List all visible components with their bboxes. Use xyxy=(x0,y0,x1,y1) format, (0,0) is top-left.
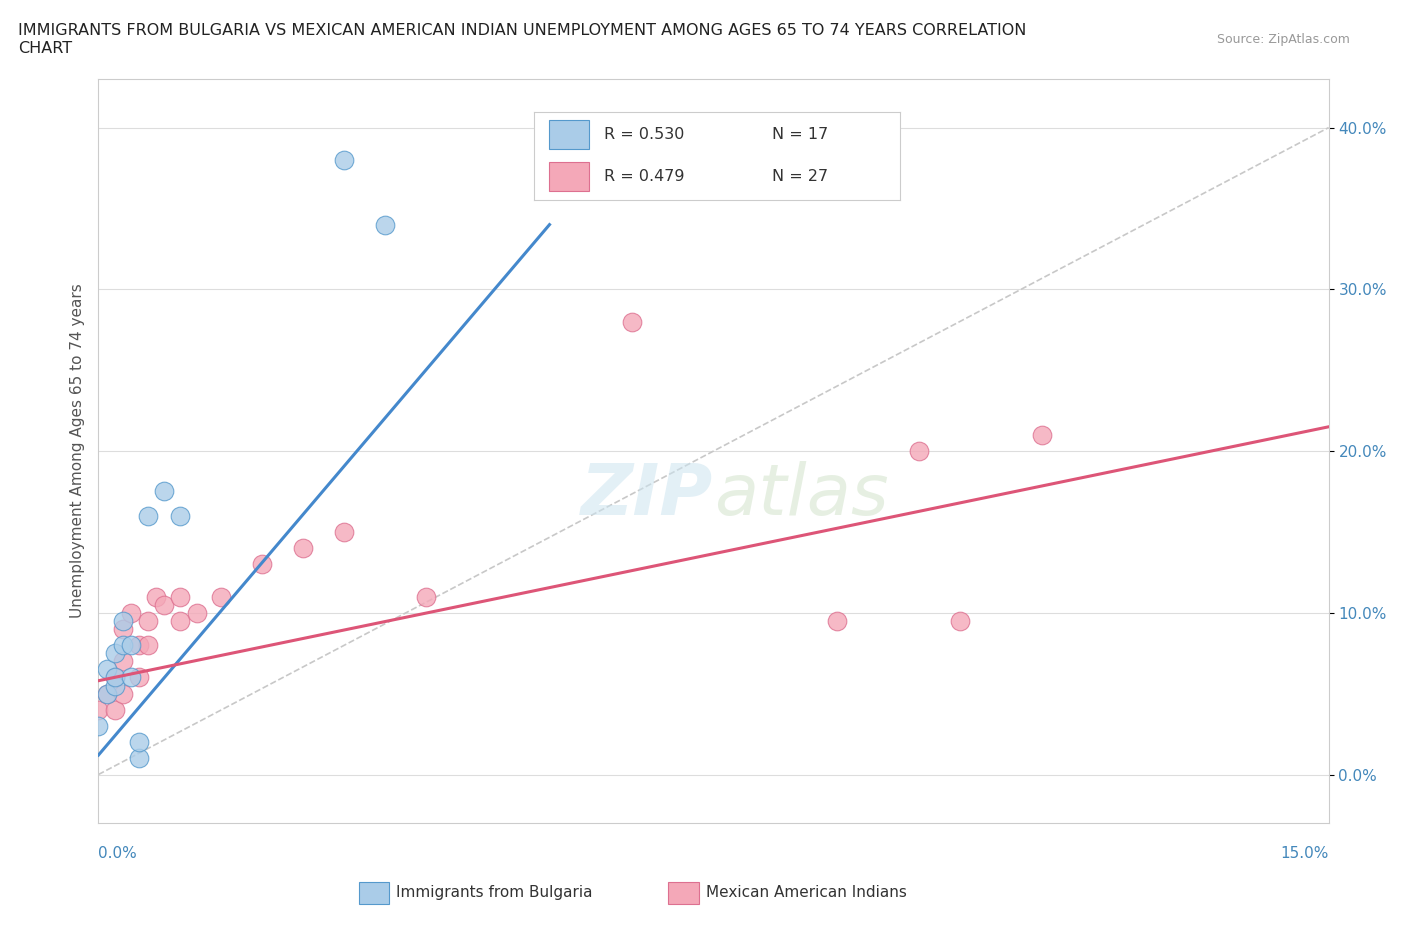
Point xyxy=(169,509,191,524)
Bar xyxy=(548,162,589,192)
Point xyxy=(128,670,150,684)
Text: R = 0.530: R = 0.530 xyxy=(603,126,685,141)
Point xyxy=(1031,428,1053,443)
Point xyxy=(112,621,135,636)
Text: N = 17: N = 17 xyxy=(772,126,828,141)
Text: 15.0%: 15.0% xyxy=(1281,846,1329,861)
Point xyxy=(112,654,135,669)
Point xyxy=(104,670,127,684)
Y-axis label: Unemployment Among Ages 65 to 74 years: Unemployment Among Ages 65 to 74 years xyxy=(69,284,84,618)
Point xyxy=(112,686,135,701)
Point xyxy=(169,614,191,629)
Point xyxy=(120,605,142,620)
Text: ZIP: ZIP xyxy=(581,461,714,530)
Point xyxy=(136,614,159,629)
Text: atlas: atlas xyxy=(714,461,889,530)
Point xyxy=(120,638,142,653)
Point xyxy=(104,702,127,717)
Point xyxy=(333,525,356,539)
Point xyxy=(825,614,848,629)
Point xyxy=(96,686,118,701)
Point xyxy=(112,614,135,629)
Point xyxy=(374,218,396,232)
Point xyxy=(104,645,127,660)
Point xyxy=(112,638,135,653)
Text: R = 0.479: R = 0.479 xyxy=(603,169,685,184)
Text: IMMIGRANTS FROM BULGARIA VS MEXICAN AMERICAN INDIAN UNEMPLOYMENT AMONG AGES 65 T: IMMIGRANTS FROM BULGARIA VS MEXICAN AMER… xyxy=(18,23,1026,56)
Point xyxy=(153,484,176,498)
Point xyxy=(120,670,142,684)
Text: Source: ZipAtlas.com: Source: ZipAtlas.com xyxy=(1216,33,1350,46)
Point xyxy=(252,557,274,572)
Point xyxy=(186,605,208,620)
Point xyxy=(87,702,110,717)
Text: Immigrants from Bulgaria: Immigrants from Bulgaria xyxy=(396,885,593,900)
Point xyxy=(153,597,176,612)
Point xyxy=(333,153,356,167)
Point xyxy=(415,590,437,604)
Point xyxy=(949,614,972,629)
Point xyxy=(96,662,118,677)
Text: Mexican American Indians: Mexican American Indians xyxy=(706,885,907,900)
Bar xyxy=(548,120,589,149)
Point xyxy=(128,638,150,653)
Point xyxy=(145,590,167,604)
Point xyxy=(96,686,118,701)
Point xyxy=(128,735,150,750)
Point xyxy=(169,590,191,604)
Point xyxy=(87,719,110,734)
Point xyxy=(620,314,643,329)
Point xyxy=(104,678,127,693)
Text: 0.0%: 0.0% xyxy=(98,846,138,861)
Point xyxy=(292,540,315,555)
Point xyxy=(136,509,159,524)
Point xyxy=(128,751,150,765)
Text: N = 27: N = 27 xyxy=(772,169,828,184)
Point xyxy=(211,590,233,604)
Point xyxy=(104,670,127,684)
Point xyxy=(136,638,159,653)
Point xyxy=(907,444,929,458)
